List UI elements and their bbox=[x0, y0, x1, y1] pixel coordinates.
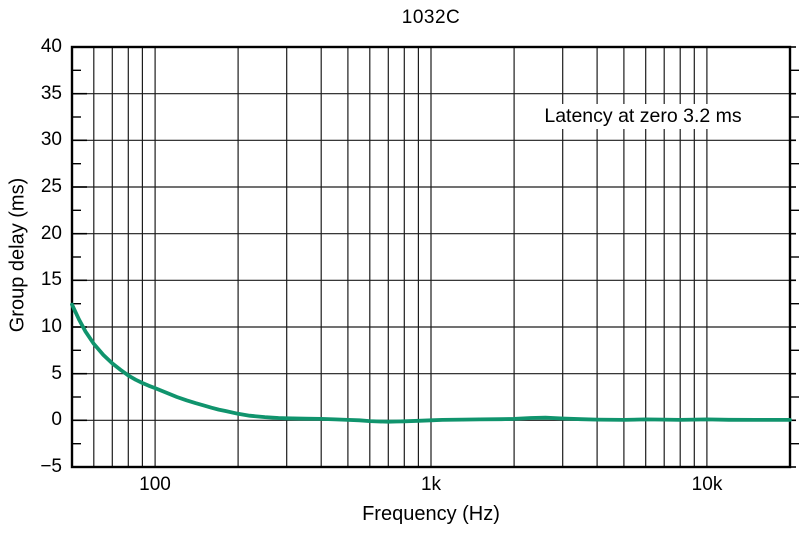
y-tick-label: 0 bbox=[51, 409, 62, 430]
y-tick-label: 10 bbox=[40, 316, 62, 337]
chart-title: 1032C bbox=[401, 7, 461, 28]
y-tick-label: 35 bbox=[40, 83, 62, 104]
group-delay-curve bbox=[70, 302, 792, 424]
plot-frame bbox=[70, 45, 792, 469]
y-tick-label: 5 bbox=[51, 363, 62, 384]
x-tick-label: 100 bbox=[139, 474, 171, 495]
y-axis-title: Group delay (ms) bbox=[6, 177, 29, 333]
y-tick-label: 25 bbox=[40, 176, 62, 197]
x-tick-label: 1k bbox=[420, 474, 442, 495]
vertical-gridlines bbox=[93, 47, 708, 467]
x-tick-label: 10k bbox=[691, 474, 723, 495]
y-tick-label: 40 bbox=[40, 36, 62, 57]
y-tick-label: 20 bbox=[40, 223, 62, 244]
latency-annotation: Latency at zero 3.2 ms bbox=[537, 104, 749, 129]
x-axis-title: Frequency (Hz) bbox=[362, 503, 500, 525]
y-tick-label: 30 bbox=[40, 129, 62, 150]
y-tick-label: −5 bbox=[40, 456, 62, 477]
y-minor-ticks bbox=[72, 69, 799, 445]
y-tick-label: 15 bbox=[40, 269, 62, 290]
horizontal-gridlines bbox=[72, 93, 790, 421]
